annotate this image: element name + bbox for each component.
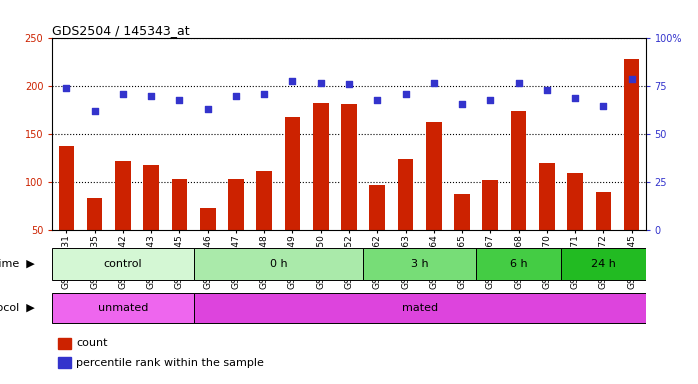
Point: [513, 79, 524, 86]
Bar: [398, 159, 413, 230]
Bar: [256, 171, 272, 230]
Point: [287, 78, 298, 84]
Text: unmated: unmated: [98, 303, 148, 313]
Point: [570, 95, 581, 101]
Bar: [59, 357, 71, 368]
Point: [146, 93, 157, 99]
Text: time  ▶: time ▶: [0, 259, 35, 269]
Point: [315, 79, 327, 86]
Text: 6 h: 6 h: [510, 259, 527, 269]
Text: percentile rank within the sample: percentile rank within the sample: [76, 358, 264, 367]
Point: [400, 91, 411, 97]
Point: [343, 81, 355, 88]
Point: [626, 76, 637, 82]
Text: mated: mated: [401, 303, 438, 313]
Bar: [144, 165, 159, 230]
Bar: [539, 163, 554, 230]
Bar: [59, 338, 71, 349]
Bar: [595, 192, 611, 230]
Text: 24 h: 24 h: [591, 259, 616, 269]
Bar: [341, 104, 357, 230]
Bar: [115, 161, 131, 230]
Bar: [172, 179, 187, 230]
Bar: [228, 179, 244, 230]
Point: [89, 108, 101, 114]
Bar: [193, 248, 363, 280]
Bar: [426, 122, 442, 230]
Text: control: control: [104, 259, 142, 269]
Bar: [313, 103, 329, 230]
Text: 0 h: 0 h: [269, 259, 287, 269]
Point: [202, 106, 214, 113]
Point: [484, 97, 496, 103]
Point: [117, 91, 128, 97]
Text: protocol  ▶: protocol ▶: [0, 303, 35, 313]
Bar: [52, 248, 193, 280]
Bar: [59, 146, 74, 230]
Point: [61, 85, 72, 91]
Bar: [476, 248, 561, 280]
Bar: [567, 173, 583, 230]
Bar: [363, 248, 476, 280]
Point: [456, 101, 468, 107]
Point: [428, 79, 439, 86]
Point: [230, 93, 242, 99]
Bar: [454, 194, 470, 230]
Bar: [285, 117, 300, 230]
Text: count: count: [76, 338, 107, 348]
Point: [174, 97, 185, 103]
Bar: [193, 293, 646, 323]
Text: GDS2504 / 145343_at: GDS2504 / 145343_at: [52, 24, 190, 37]
Text: 3 h: 3 h: [411, 259, 429, 269]
Bar: [200, 208, 216, 230]
Bar: [561, 248, 646, 280]
Bar: [624, 58, 639, 230]
Bar: [52, 293, 193, 323]
Bar: [369, 185, 385, 230]
Point: [371, 97, 383, 103]
Point: [259, 91, 270, 97]
Bar: [87, 198, 103, 230]
Point: [597, 103, 609, 109]
Bar: [482, 180, 498, 230]
Point: [541, 87, 552, 93]
Bar: [511, 111, 526, 230]
